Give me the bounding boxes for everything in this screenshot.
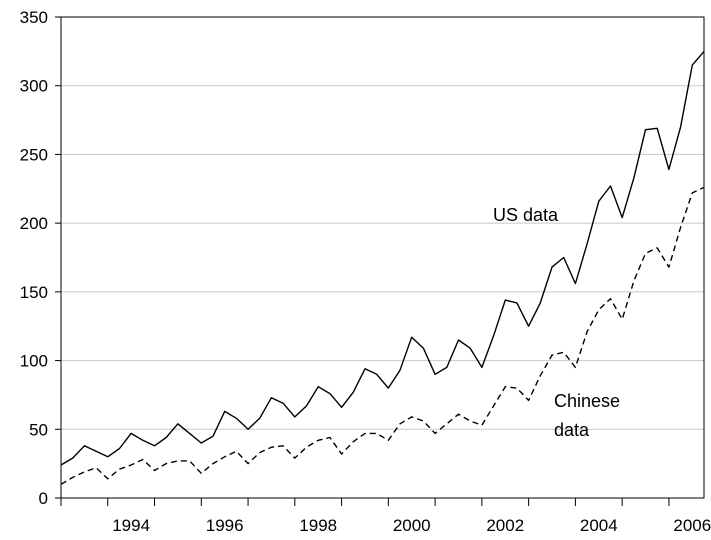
x-tick-label-2002: 2002 [486,516,524,535]
y-tick-label-300: 300 [20,77,48,96]
x-tick-label-2006: 2006 [673,516,711,535]
y-tick-label-50: 50 [29,420,48,439]
series-line-chinese-data [60,186,705,485]
grid-lines [61,85,704,430]
y-tick-label-350: 350 [20,8,48,27]
y-tick-label-200: 200 [20,214,48,233]
axes-layer: 0 50 100 150 200 250 300 350 1994 1996 1998 2000 200… [20,8,711,535]
x-tick-label-1994: 1994 [112,516,150,535]
x-tick-label-2000: 2000 [393,516,431,535]
plot-frame [60,16,705,499]
annotation-chinese-data-line-2: data [554,420,590,440]
y-tick-label-100: 100 [20,352,48,371]
annotation-chinese-data: Chinese data [554,391,625,440]
annotation-us-data-line-1: US data [493,205,559,225]
annotation-us-data: US data [493,205,559,225]
y-tick-label-0: 0 [39,489,48,508]
y-tick-label-150: 150 [20,283,48,302]
annotation-chinese-data-line-1: Chinese [554,391,620,411]
x-tick-label-1998: 1998 [299,516,337,535]
y-tick-label-250: 250 [20,145,48,164]
series-line-us-data [60,50,705,466]
series-layer [60,50,705,485]
x-tick-label-2004: 2004 [580,516,618,535]
x-tick-label-1996: 1996 [206,516,244,535]
